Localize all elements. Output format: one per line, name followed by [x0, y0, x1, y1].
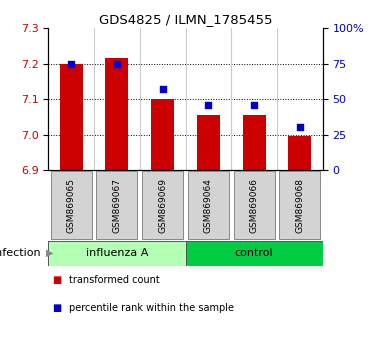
Bar — [151, 99, 174, 170]
Text: GSM869064: GSM869064 — [204, 178, 213, 233]
Text: ■: ■ — [52, 303, 61, 313]
Text: influenza A: influenza A — [86, 248, 148, 258]
Text: percentile rank within the sample: percentile rank within the sample — [69, 303, 234, 313]
Bar — [105, 58, 128, 170]
Text: ■: ■ — [52, 275, 61, 285]
Text: GSM869069: GSM869069 — [158, 178, 167, 233]
Text: GSM869068: GSM869068 — [295, 178, 304, 233]
Bar — [60, 64, 82, 170]
Text: GSM869065: GSM869065 — [67, 178, 76, 233]
Bar — [142, 171, 183, 239]
Bar — [234, 171, 275, 239]
Bar — [289, 136, 311, 170]
Bar — [243, 115, 266, 170]
Bar — [197, 115, 220, 170]
Text: control: control — [235, 248, 273, 258]
Text: ▶: ▶ — [46, 248, 54, 258]
Bar — [279, 171, 321, 239]
Bar — [186, 241, 323, 266]
Text: transformed count: transformed count — [69, 275, 160, 285]
Point — [160, 86, 165, 92]
Point — [206, 102, 211, 108]
Point — [114, 61, 120, 67]
Point — [251, 102, 257, 108]
Bar — [50, 171, 92, 239]
Text: GSM869067: GSM869067 — [112, 178, 121, 233]
Point — [297, 125, 303, 130]
Bar — [188, 171, 229, 239]
Bar — [48, 241, 186, 266]
Text: infection: infection — [0, 248, 41, 258]
Point — [68, 61, 74, 67]
Title: GDS4825 / ILMN_1785455: GDS4825 / ILMN_1785455 — [99, 13, 272, 26]
Text: GSM869066: GSM869066 — [250, 178, 259, 233]
Bar — [96, 171, 137, 239]
